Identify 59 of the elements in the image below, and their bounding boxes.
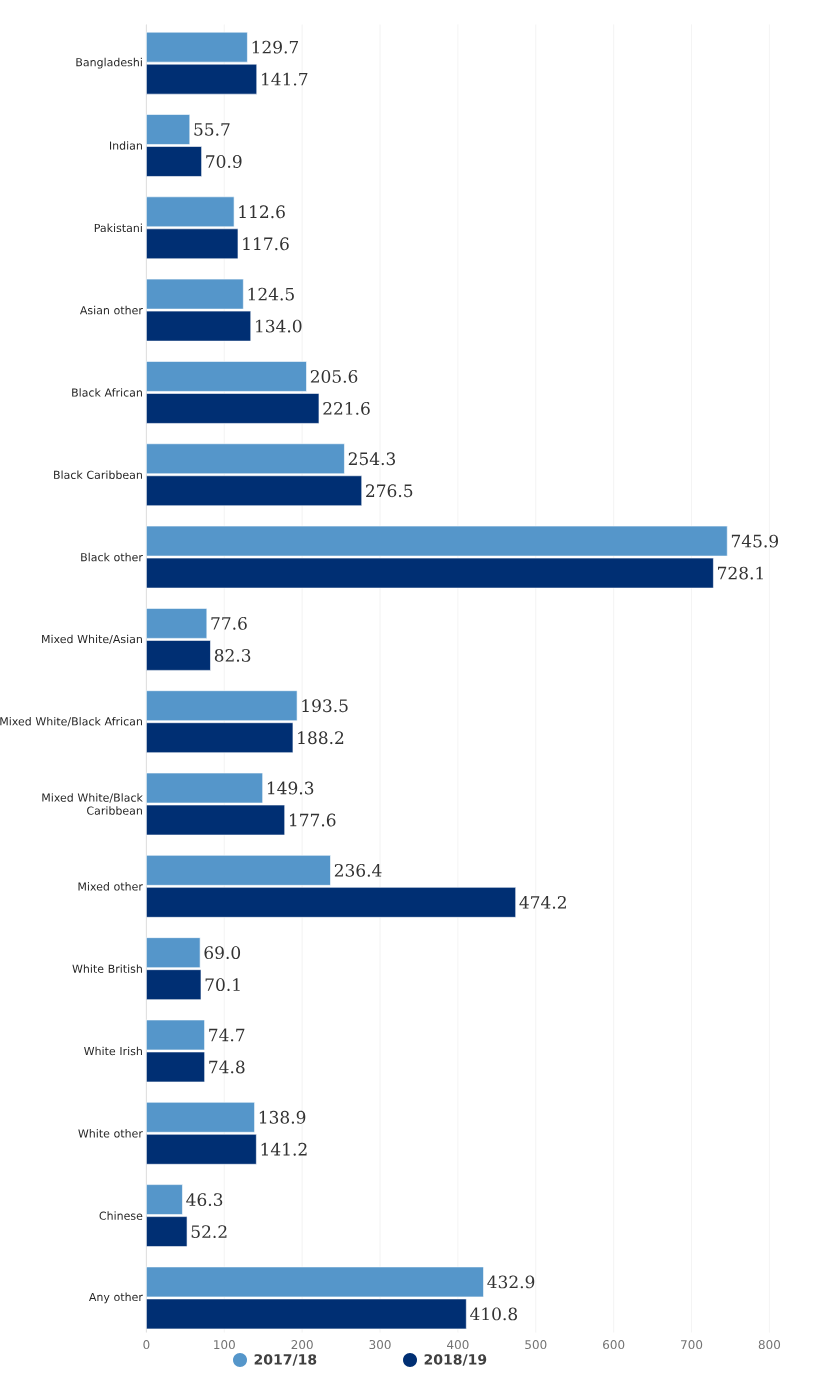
y-tick-label: Any other bbox=[88, 1292, 143, 1304]
data-label: 188.2 bbox=[298, 731, 344, 745]
data-label: 52.2 bbox=[191, 1225, 227, 1239]
x-tick-label: 500 bbox=[525, 1340, 547, 1350]
data-label: 193.5 bbox=[302, 699, 348, 713]
y-tick-label: Mixed White/Asian bbox=[42, 634, 142, 645]
data-label: 74.7 bbox=[209, 1028, 245, 1042]
y-tick-label: Chinese bbox=[99, 1211, 143, 1220]
y-tick-label: Mixed White/Black African bbox=[0, 717, 142, 727]
legend-label: 2018/19 bbox=[424, 1354, 487, 1366]
data-label: 474.2 bbox=[519, 895, 566, 909]
data-label: 236.4 bbox=[334, 863, 382, 877]
y-tick-label: White other bbox=[78, 1129, 143, 1138]
data-label: 129.7 bbox=[252, 40, 299, 54]
y-tick-label: Mixed other bbox=[78, 882, 143, 891]
data-label: 70.1 bbox=[205, 978, 240, 992]
data-label: 46.3 bbox=[186, 1193, 223, 1207]
x-tick-label: 800 bbox=[758, 1340, 781, 1350]
data-label: 77.6 bbox=[211, 616, 247, 630]
data-label: 141.2 bbox=[261, 1142, 307, 1156]
data-label: 221.6 bbox=[323, 402, 370, 415]
data-label: 70.9 bbox=[206, 155, 242, 168]
data-label: 432.9 bbox=[487, 1275, 535, 1289]
y-tick-label: Black other bbox=[81, 552, 143, 562]
data-label: 138.9 bbox=[259, 1110, 306, 1124]
data-label: 149.3 bbox=[267, 781, 314, 795]
x-tick-label: 0 bbox=[143, 1340, 150, 1350]
data-label: 205.6 bbox=[310, 370, 358, 383]
data-label: 134.0 bbox=[256, 319, 302, 333]
data-label: 410.8 bbox=[470, 1307, 518, 1321]
y-tick-label: Mixed White/Black Caribbean bbox=[42, 793, 143, 815]
x-tick-label: 100 bbox=[214, 1340, 235, 1350]
y-tick-label: White British bbox=[72, 964, 142, 973]
y-tick-label: White Irish bbox=[84, 1046, 142, 1056]
x-tick-label: 400 bbox=[447, 1340, 469, 1350]
data-label: 254.3 bbox=[348, 452, 396, 466]
data-label: 124.5 bbox=[248, 287, 294, 301]
y-tick-label: Indian bbox=[109, 141, 142, 150]
data-label: 728.1 bbox=[718, 566, 763, 580]
data-label: 74.8 bbox=[209, 1060, 245, 1074]
data-label: 141.7 bbox=[262, 72, 308, 86]
data-label: 69.0 bbox=[204, 946, 241, 960]
y-tick-label: Black African bbox=[72, 388, 142, 397]
y-tick-label: Black Caribbean bbox=[54, 470, 142, 480]
x-tick-label: 300 bbox=[369, 1340, 391, 1350]
x-tick-label: 600 bbox=[603, 1340, 625, 1350]
y-tick-label: Bangladeshi bbox=[76, 57, 142, 69]
data-label: 82.3 bbox=[214, 648, 251, 662]
x-tick-label: 700 bbox=[681, 1340, 703, 1350]
y-tick-label: Asian other bbox=[79, 305, 143, 315]
data-label: 55.7 bbox=[194, 123, 230, 136]
x-tick-label: 200 bbox=[291, 1340, 313, 1350]
data-label: 112.6 bbox=[239, 205, 285, 219]
data-label: 276.5 bbox=[366, 484, 413, 498]
data-label: 745.9 bbox=[731, 534, 778, 548]
y-tick-label: Pakistani bbox=[94, 223, 142, 233]
legend-label: 2017/18 bbox=[254, 1354, 317, 1366]
data-label: 177.6 bbox=[289, 813, 336, 827]
data-label: 117.6 bbox=[243, 237, 289, 251]
